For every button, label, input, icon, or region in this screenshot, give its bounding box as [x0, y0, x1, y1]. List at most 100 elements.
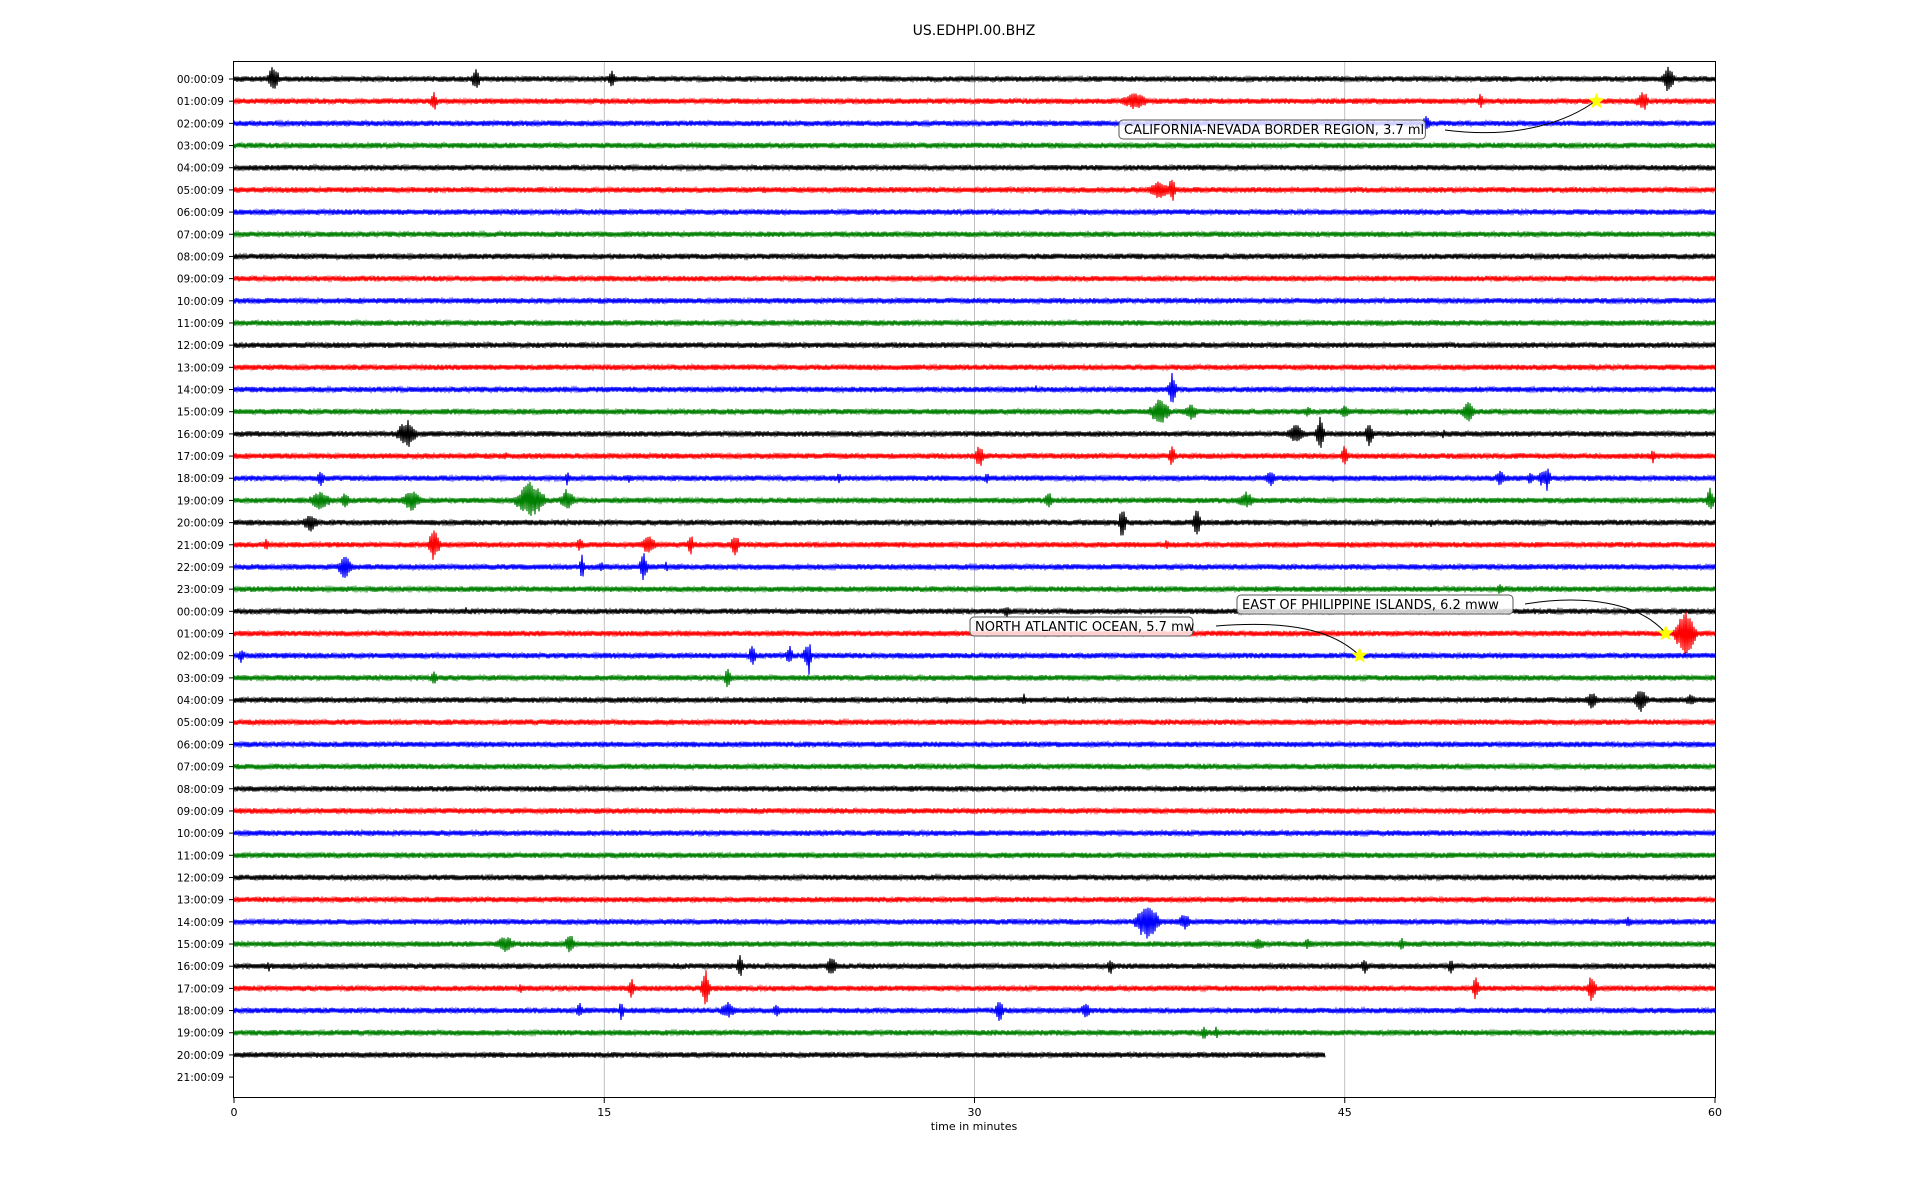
- event-annotation: NORTH ATLANTIC OCEAN, 5.7 mw: [969, 616, 1368, 663]
- trace-line: [233, 251, 1716, 261]
- y-tick-label: 10:00:09: [177, 828, 224, 840]
- trace-line: [233, 739, 1716, 749]
- event-label: NORTH ATLANTIC OCEAN, 5.7 mw: [975, 620, 1195, 635]
- annotation-box: [1236, 594, 1514, 615]
- y-tick-label: 18:00:09: [177, 473, 224, 485]
- y-tick-label: 19:00:09: [177, 495, 224, 507]
- trace-line: [233, 416, 1716, 448]
- y-tick-label: 20:00:09: [177, 518, 224, 530]
- y-tick-label: 06:00:09: [177, 207, 224, 219]
- y-tick-label: 14:00:09: [177, 385, 224, 397]
- y-tick-label: 12:00:09: [177, 340, 224, 352]
- trace-line: [233, 481, 1716, 516]
- x-tick-label: 30: [968, 1106, 982, 1119]
- trace-line: [233, 372, 1716, 403]
- annotation-connector: [1215, 623, 1363, 659]
- annotation-box: [969, 616, 1194, 637]
- y-tick-label: 23:00:09: [177, 584, 224, 596]
- trace-line: [233, 399, 1716, 423]
- trace-line: [233, 784, 1716, 794]
- event-label: EAST OF PHILIPPINE ISLANDS, 6.2 mww: [1242, 598, 1499, 613]
- trace-line: [233, 92, 1716, 110]
- event-star: [1588, 92, 1605, 109]
- y-tick-label: 01:00:09: [177, 96, 224, 108]
- y-tick-label: 03:00:09: [177, 141, 224, 153]
- y-tick-label: 13:00:09: [177, 362, 224, 374]
- trace-line: [233, 530, 1716, 560]
- event-star: [1351, 647, 1368, 663]
- y-tick-label: 08:00:09: [177, 251, 224, 263]
- y-tick-label: 19:00:09: [177, 1028, 224, 1040]
- y-tick-label: 06:00:09: [177, 739, 224, 751]
- trace-line: [233, 806, 1716, 816]
- y-tick-label: 00:00:09: [177, 74, 224, 86]
- trace-line: [233, 553, 1716, 581]
- trace-line: [233, 935, 1716, 953]
- y-tick-label: 12:00:09: [177, 872, 224, 884]
- trace-line: [233, 584, 1716, 594]
- annotation-connector: [1524, 599, 1669, 637]
- chart-title: US.EDHPI.00.BHZ: [913, 23, 1036, 39]
- plot-frame: [233, 61, 1716, 1098]
- trace-line: [233, 510, 1716, 536]
- event-annotation: EAST OF PHILIPPINE ISLANDS, 6.2 mww: [1236, 594, 1674, 641]
- x-tick-label: 0: [231, 1106, 238, 1119]
- trace-line: [233, 340, 1716, 350]
- annotation-connector: [1444, 99, 1598, 134]
- trace-line: [233, 691, 1716, 712]
- y-tick-label: 18:00:09: [177, 1006, 224, 1018]
- trace-line: [233, 850, 1716, 860]
- trace-line: [233, 1002, 1716, 1021]
- y-tick-label: 14:00:09: [177, 917, 224, 929]
- x-tick-label: 15: [597, 1106, 611, 1119]
- trace-line: [233, 1050, 1326, 1060]
- trace-line: [233, 141, 1716, 150]
- y-tick-label: 22:00:09: [177, 562, 224, 574]
- vertical-grid: [603, 62, 1346, 1097]
- trace-line: [233, 762, 1716, 772]
- x-tick-label: 60: [1708, 1106, 1722, 1119]
- y-tick-label: 11:00:09: [177, 850, 224, 862]
- row-time-labels: 00:00:09 01:00:09 02:00:09 03:00:09 04:00:09…: [177, 74, 234, 1084]
- y-tick-label: 09:00:09: [177, 806, 224, 818]
- y-tick-label: 21:00:09: [177, 1072, 224, 1084]
- seismic-traces: [233, 66, 1716, 1060]
- y-tick-label: 05:00:09: [177, 717, 224, 729]
- y-tick-label: 15:00:09: [177, 407, 224, 419]
- trace-line: [233, 446, 1716, 466]
- y-tick-label: 04:00:09: [177, 695, 224, 707]
- y-tick-label: 15:00:09: [177, 939, 224, 951]
- y-tick-label: 03:00:09: [177, 673, 224, 685]
- y-tick-label: 16:00:09: [177, 429, 224, 441]
- trace-line: [233, 296, 1716, 306]
- trace-line: [233, 318, 1716, 328]
- y-tick-label: 17:00:09: [177, 451, 224, 463]
- y-tick-label: 11:00:09: [177, 318, 224, 330]
- trace-line: [233, 163, 1716, 173]
- y-tick-label: 02:00:09: [177, 651, 224, 663]
- trace-line: [233, 872, 1716, 883]
- y-tick-label: 05:00:09: [177, 185, 224, 197]
- trace-line: [233, 955, 1716, 976]
- trace-line: [233, 116, 1716, 129]
- y-tick-label: 16:00:09: [177, 961, 224, 973]
- trace-line: [233, 668, 1716, 688]
- event-annotation: CALIFORNIA-NEVADA BORDER REGION, 3.7 ml: [1118, 92, 1605, 140]
- trace-line: [233, 970, 1716, 1005]
- y-tick-label: 21:00:09: [177, 540, 224, 552]
- y-tick-label: 13:00:09: [177, 895, 224, 907]
- trace-line: [233, 1026, 1716, 1039]
- y-tick-label: 17:00:09: [177, 983, 224, 995]
- y-tick-label: 02:00:09: [177, 118, 224, 130]
- event-annotations: CALIFORNIA-NEVADA BORDER REGION, 3.7 ml E…: [969, 92, 1674, 663]
- x-axis-label: time in minutes: [931, 1120, 1018, 1133]
- trace-line: [233, 907, 1716, 939]
- trace-line: [233, 229, 1716, 239]
- y-tick-label: 20:00:09: [177, 1050, 224, 1062]
- x-axis-ticks: 0 15 30 45 60: [231, 1098, 1722, 1119]
- y-tick-label: 07:00:09: [177, 229, 224, 241]
- y-tick-label: 04:00:09: [177, 163, 224, 175]
- y-tick-label: 01:00:09: [177, 629, 224, 641]
- trace-line: [233, 468, 1716, 491]
